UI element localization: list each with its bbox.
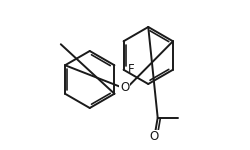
Text: F: F [128,63,134,76]
Text: O: O [120,81,129,94]
Text: O: O [150,130,159,143]
